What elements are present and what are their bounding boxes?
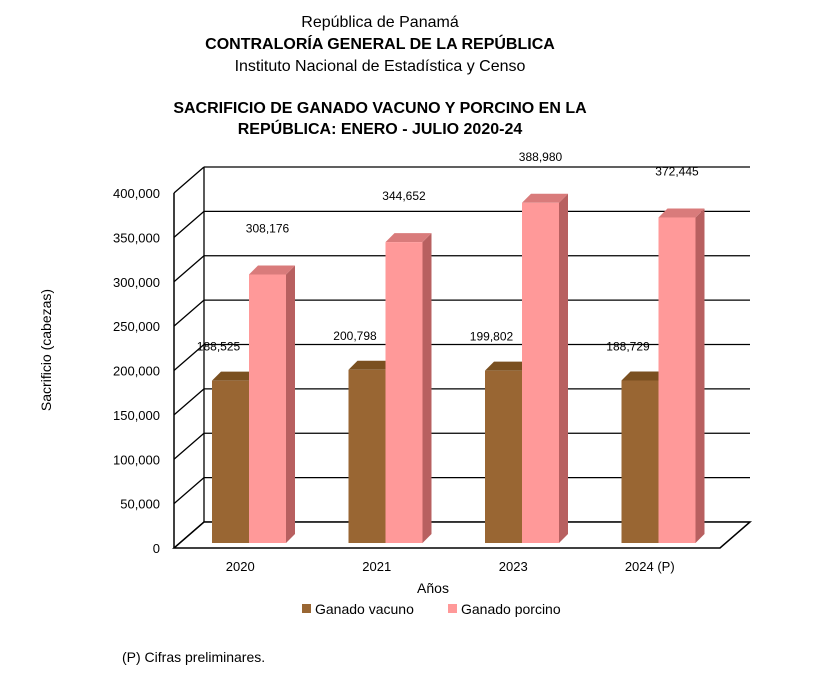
x-tick-label: 2024 (P) xyxy=(625,559,675,574)
bar-top-porcino xyxy=(522,193,568,203)
y-tick-label: 150,000 xyxy=(113,408,160,423)
y-tick-label: 200,000 xyxy=(113,364,160,379)
y-tick-label: 400,000 xyxy=(113,186,160,201)
header-organization: CONTRALORÍA GENERAL DE LA REPÚBLICA xyxy=(205,36,555,53)
bar-top-vacuno xyxy=(212,371,258,381)
bar-top-porcino xyxy=(385,233,432,243)
grid-diagonal xyxy=(173,210,205,238)
grid-diagonal xyxy=(173,477,205,505)
bar-porcino xyxy=(385,242,423,544)
bar-vacuno xyxy=(485,370,522,543)
y-tick-label: 250,000 xyxy=(113,319,160,334)
data-label: 388,980 xyxy=(519,150,563,164)
data-label: 199,802 xyxy=(470,330,514,344)
data-label: 344,652 xyxy=(382,189,426,203)
y-tick-label: 300,000 xyxy=(113,275,160,290)
y-tick-label: 350,000 xyxy=(113,230,160,245)
bar-top-porcino xyxy=(658,208,705,218)
bar-vacuno xyxy=(621,380,659,543)
y-tick-label: 50,000 xyxy=(120,497,160,512)
legend-swatch-vacuno xyxy=(302,604,311,613)
bar-vacuno xyxy=(212,380,249,543)
bar-top-porcino xyxy=(249,265,295,275)
x-tick-label: 2023 xyxy=(499,559,528,574)
bar-top-vacuno xyxy=(348,360,395,370)
grid-diagonal xyxy=(173,299,205,327)
chart-title-line1: SACRIFICIO DE GANADO VACUNO Y PORCINO EN… xyxy=(173,100,587,117)
legend-swatch-porcino xyxy=(448,604,457,613)
legend-label: Ganado vacuno xyxy=(315,601,414,617)
bar-vacuno xyxy=(348,369,386,543)
data-label: 188,729 xyxy=(606,340,650,354)
data-label: 188,525 xyxy=(197,340,241,354)
bar-side-porcino xyxy=(422,233,432,544)
bar-porcino xyxy=(658,217,696,543)
header-institute: Instituto Nacional de Estadística y Cens… xyxy=(234,58,526,75)
legend-label: Ganado porcino xyxy=(461,601,561,617)
grid-diagonal xyxy=(173,255,205,283)
grid-diagonal xyxy=(173,388,205,416)
grid-diagonal xyxy=(173,344,205,371)
footnote: (P) Cifras preliminares. xyxy=(122,649,266,665)
x-axis-label: Años xyxy=(417,580,449,596)
data-label: 308,176 xyxy=(246,221,290,235)
y-tick-label: 100,000 xyxy=(113,452,160,467)
grid-diagonal xyxy=(173,166,205,194)
bar-top-vacuno xyxy=(485,361,531,371)
bar-side-porcino xyxy=(559,193,568,543)
header-country: República de Panamá xyxy=(301,14,459,31)
x-tick-label: 2020 xyxy=(226,559,255,574)
bar-porcino xyxy=(522,202,559,543)
bar-side-porcino xyxy=(286,265,295,543)
y-tick-label: 0 xyxy=(153,541,160,556)
data-label: 200,798 xyxy=(333,329,377,343)
chart-floor xyxy=(171,521,753,549)
x-tick-label: 2021 xyxy=(362,559,391,574)
y-axis-label: Sacrificio (cabezas) xyxy=(38,289,54,411)
data-label: 372,445 xyxy=(655,164,699,178)
bar-top-vacuno xyxy=(621,371,668,381)
grid-diagonal xyxy=(173,432,205,460)
bar-side-porcino xyxy=(695,208,705,543)
bar-porcino xyxy=(249,274,286,543)
chart-title-line2: REPÚBLICA: ENERO - JULIO 2020-24 xyxy=(237,121,523,138)
